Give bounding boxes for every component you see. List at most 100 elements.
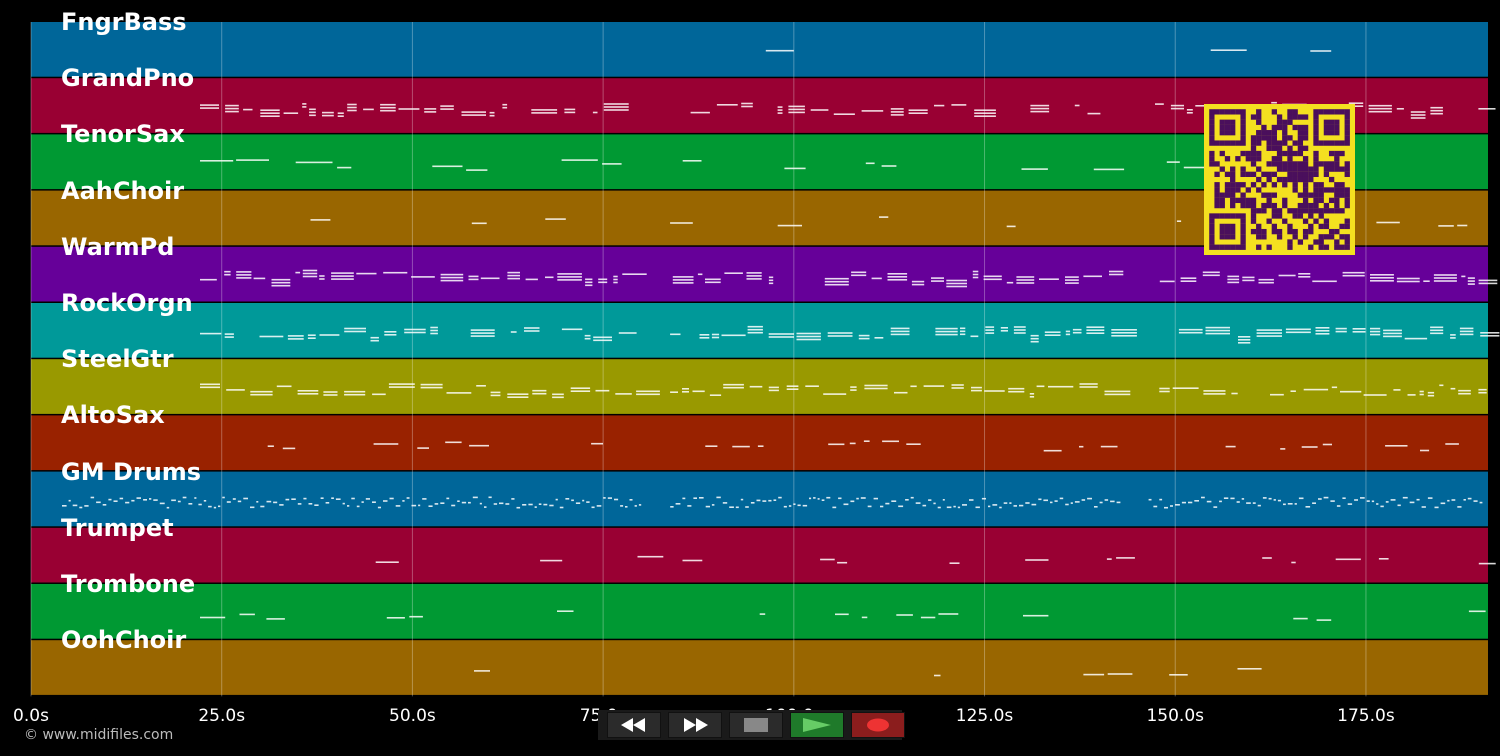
note-mark [1383, 329, 1402, 332]
track-name-label: AahChoir [61, 176, 185, 205]
note-mark [768, 336, 794, 338]
note-mark [1407, 394, 1416, 396]
note-mark [1223, 497, 1229, 499]
note-mark [468, 278, 479, 281]
note-mark [226, 389, 245, 391]
note-mark [302, 106, 307, 108]
play-button[interactable] [790, 712, 844, 738]
note-mark [863, 440, 870, 442]
note-mark [226, 501, 231, 503]
note-mark [1083, 275, 1102, 278]
note-mark [777, 109, 783, 111]
note-mark [302, 272, 318, 275]
note-mark [525, 278, 538, 281]
note-mark [1457, 506, 1462, 508]
note-mark [613, 275, 618, 278]
note-mark [1159, 280, 1175, 283]
note-mark [871, 277, 882, 280]
note-mark [1348, 102, 1364, 104]
note-mark [1111, 329, 1137, 331]
note-mark [1396, 108, 1404, 110]
note-mark [768, 282, 774, 285]
note-mark [705, 445, 718, 447]
track-notes [200, 325, 1500, 344]
note-mark [1427, 497, 1433, 499]
note-mark [670, 333, 681, 336]
record-button[interactable] [851, 712, 905, 738]
rewind-icon [619, 717, 649, 733]
fast-forward-button[interactable] [668, 712, 722, 738]
note-mark [398, 108, 420, 110]
note-mark [388, 383, 415, 385]
note-mark [1079, 445, 1084, 448]
note-mark [988, 505, 991, 508]
note-mark [777, 224, 802, 227]
note-mark [302, 269, 318, 272]
note-mark [1111, 332, 1137, 334]
stop-button[interactable] [729, 712, 783, 738]
note-mark [1419, 390, 1424, 393]
note-mark [1065, 276, 1079, 278]
note-mark [1298, 276, 1311, 278]
note-mark [1467, 280, 1475, 282]
note-mark [1016, 279, 1035, 281]
note-mark [1433, 280, 1457, 282]
note-mark [344, 327, 366, 330]
note-mark [446, 392, 472, 394]
note-mark [1065, 282, 1079, 284]
note-mark [347, 109, 357, 112]
note-mark [468, 501, 471, 504]
note-mark [499, 502, 504, 505]
note-mark [1169, 674, 1188, 676]
note-mark [860, 497, 866, 499]
note-mark [1396, 277, 1420, 280]
note-mark [1036, 385, 1045, 388]
note-mark [873, 497, 878, 500]
note-mark [347, 505, 350, 507]
note-mark [1186, 109, 1193, 111]
note-mark [934, 674, 941, 677]
note-mark [759, 613, 766, 615]
note-mark [1219, 500, 1222, 503]
note-mark [62, 505, 67, 507]
qr-code [1204, 104, 1355, 255]
note-mark [716, 496, 721, 499]
note-mark [1473, 500, 1478, 502]
note-mark [131, 499, 135, 502]
note-mark [347, 103, 357, 106]
note-mark [934, 104, 945, 107]
note-mark [1023, 614, 1049, 617]
note-mark [1450, 337, 1456, 339]
note-mark [356, 505, 360, 508]
note-mark [1354, 499, 1358, 501]
note-mark [864, 387, 888, 390]
note-mark [1410, 114, 1426, 116]
note-mark [1376, 221, 1400, 224]
note-mark [971, 389, 982, 392]
note-mark [457, 500, 460, 502]
note-mark [858, 334, 870, 337]
note-mark [1352, 328, 1366, 330]
note-mark [446, 497, 450, 500]
note-mark [690, 111, 710, 114]
note-mark [746, 278, 762, 280]
note-mark [1031, 503, 1037, 506]
note-mark [417, 447, 429, 449]
note-mark [1178, 328, 1203, 331]
note-mark [920, 616, 936, 619]
note-mark [942, 499, 945, 501]
note-mark [1323, 496, 1329, 499]
note-mark [224, 336, 234, 338]
note-mark [1385, 445, 1408, 447]
note-mark [622, 273, 647, 275]
note-mark [1013, 326, 1026, 328]
note-mark [260, 505, 265, 508]
note-mark [1201, 496, 1205, 499]
note-mark [1433, 274, 1457, 276]
track-name-label: GrandPno [61, 64, 195, 93]
note-mark [557, 276, 582, 278]
rewind-button[interactable] [607, 712, 661, 738]
note-mark [861, 110, 884, 112]
note-mark [208, 505, 212, 508]
note-mark [200, 104, 219, 106]
